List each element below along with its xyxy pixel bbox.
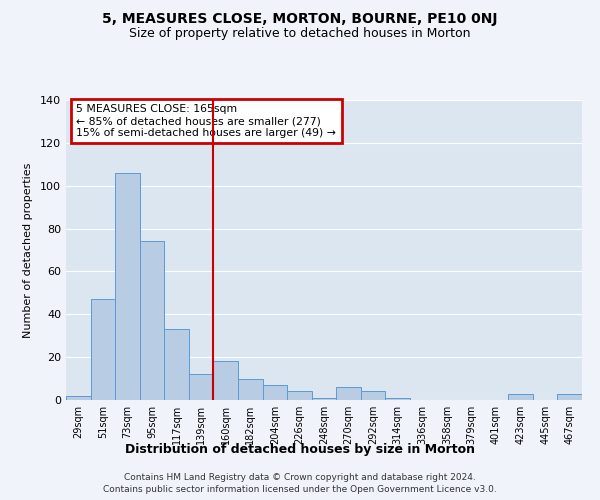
Bar	[140, 242, 164, 400]
Bar	[508, 394, 533, 400]
Bar	[312, 398, 336, 400]
Bar	[287, 392, 312, 400]
Bar	[189, 374, 214, 400]
Text: Distribution of detached houses by size in Morton: Distribution of detached houses by size …	[125, 442, 475, 456]
Text: Contains HM Land Registry data © Crown copyright and database right 2024.: Contains HM Land Registry data © Crown c…	[124, 472, 476, 482]
Bar	[91, 300, 115, 400]
Bar	[336, 387, 361, 400]
Bar	[385, 398, 410, 400]
Bar	[263, 385, 287, 400]
Bar	[115, 173, 140, 400]
Y-axis label: Number of detached properties: Number of detached properties	[23, 162, 33, 338]
Text: Contains public sector information licensed under the Open Government Licence v3: Contains public sector information licen…	[103, 485, 497, 494]
Text: Size of property relative to detached houses in Morton: Size of property relative to detached ho…	[129, 28, 471, 40]
Bar	[361, 392, 385, 400]
Bar	[164, 330, 189, 400]
Bar	[66, 396, 91, 400]
Text: 5, MEASURES CLOSE, MORTON, BOURNE, PE10 0NJ: 5, MEASURES CLOSE, MORTON, BOURNE, PE10 …	[102, 12, 498, 26]
Text: 5 MEASURES CLOSE: 165sqm
← 85% of detached houses are smaller (277)
15% of semi-: 5 MEASURES CLOSE: 165sqm ← 85% of detach…	[76, 104, 336, 138]
Bar	[557, 394, 582, 400]
Bar	[214, 362, 238, 400]
Bar	[238, 378, 263, 400]
